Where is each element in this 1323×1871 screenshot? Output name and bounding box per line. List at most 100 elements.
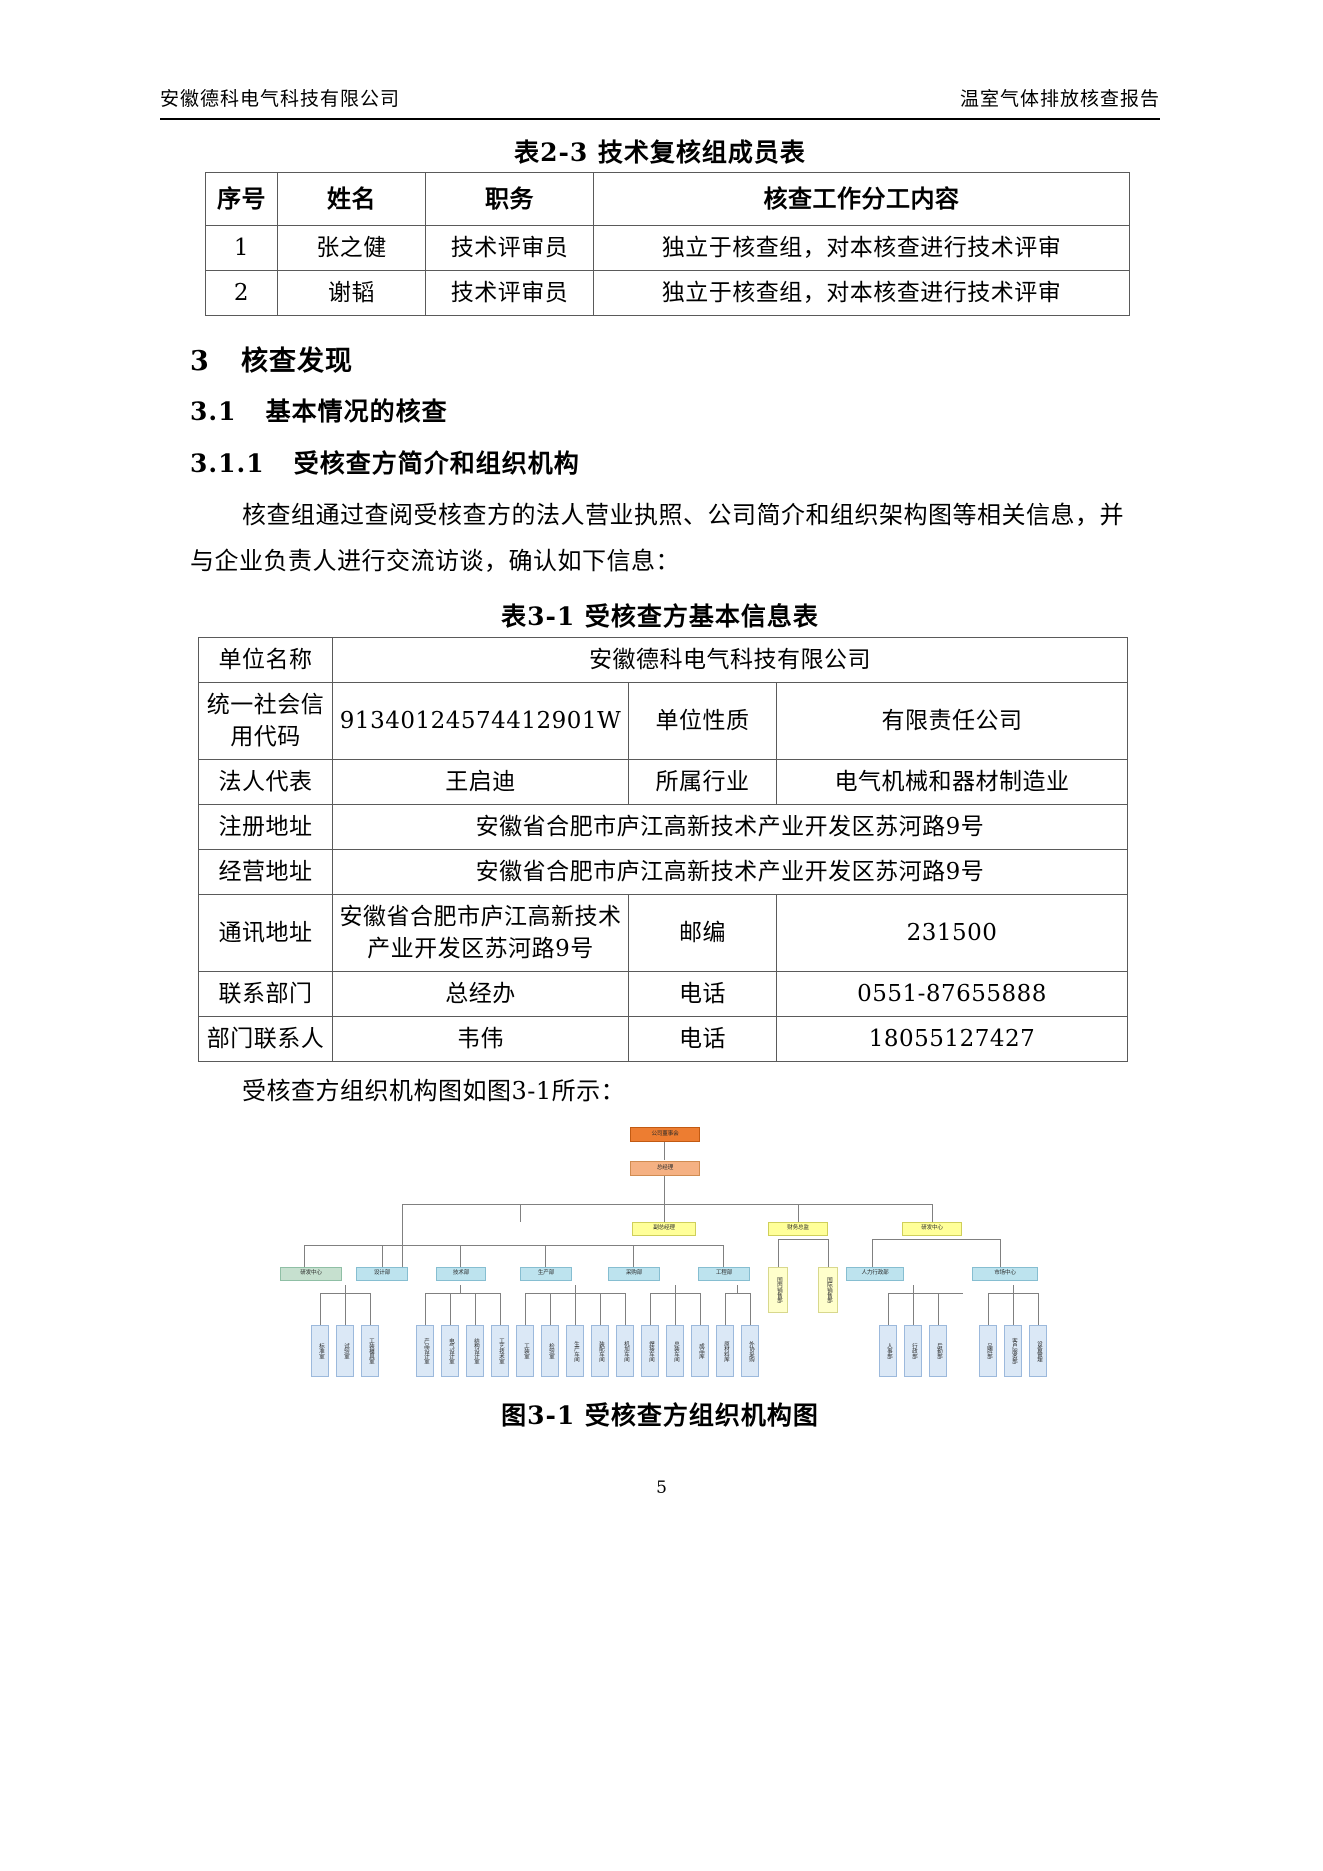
org-leaf: 标准室 <box>311 1325 329 1377</box>
row-label-person-phone: 电话 <box>628 1016 777 1062</box>
heading-text: 受核查方简介和组织机构 <box>293 449 580 478</box>
table-row: 1 张之健 技术评审员 独立于核查组，对本核查进行技术评审 <box>205 225 1130 271</box>
row-label-dept-phone: 电话 <box>628 971 777 1017</box>
org-node-production: 生产部 <box>520 1267 572 1281</box>
org-leaf: 人事部 <box>879 1325 897 1377</box>
org-leaf: 工艺技术室 <box>491 1325 509 1377</box>
row-label-contact-person: 部门联系人 <box>198 1016 333 1062</box>
org-node-design: 设计部 <box>356 1267 408 1281</box>
table-3-1: 单位名称 安徽德科电气科技有限公司 统一社会信用代码 9134012457441… <box>198 637 1128 1062</box>
cell-scope: 独立于核查组，对本核查进行技术评审 <box>593 225 1130 271</box>
heading-number: 3.1.1 <box>190 449 265 478</box>
table-3-1-caption: 表3-1 受核查方基本信息表 <box>501 602 819 631</box>
org-node-international-sales: 国际销售部 <box>818 1267 838 1313</box>
table-row: 经营地址 安徽省合肥市庐江高新技术产业开发区苏河路9号 <box>198 849 1128 895</box>
header-report-title: 温室气体排放核查报告 <box>959 88 1160 110</box>
org-node-market-center: 市场中心 <box>972 1267 1038 1281</box>
cell-role: 技术评审员 <box>425 225 594 271</box>
row-label-mail-address: 通讯地址 <box>198 894 333 972</box>
column-header-seq: 序号 <box>205 172 278 226</box>
org-node-rnd: 研发中心 <box>280 1267 342 1281</box>
heading-text: 基本情况的核查 <box>265 397 448 426</box>
row-label-reg-address: 注册地址 <box>198 804 333 850</box>
row-label-biz-address: 经营地址 <box>198 849 333 895</box>
row-value-industry: 电气机械和器材制造业 <box>776 759 1128 805</box>
org-leaf: 试验室 <box>336 1325 354 1377</box>
table-row: 法人代表 王启迪 所属行业 电气机械和器材制造业 <box>198 759 1128 805</box>
org-leaf: 机加车间 <box>616 1325 634 1377</box>
org-leaf: 装配车间 <box>591 1325 609 1377</box>
table-2-3-caption: 表2-3 技术复核组成员表 <box>514 138 806 167</box>
row-value-postcode: 231500 <box>776 894 1128 972</box>
org-leaf: 焊接车间 <box>641 1325 659 1377</box>
cell-seq: 1 <box>205 225 278 271</box>
org-leaf: 客户服务部 <box>1004 1325 1022 1377</box>
table-row: 单位名称 安徽德科电气科技有限公司 <box>198 637 1128 683</box>
heading-section-3: 3 核查发现 <box>190 339 353 378</box>
figure-3-1-caption: 图3-1 受核查方组织机构图 <box>501 1401 819 1430</box>
org-node-domestic-sales: 国内销售部 <box>768 1267 788 1313</box>
row-value-credit-code: 91340124574412901W <box>332 682 629 760</box>
page-number: 5 <box>656 1478 667 1498</box>
org-leaf: 产品设计室 <box>416 1325 434 1377</box>
column-header-role: 职务 <box>425 172 594 226</box>
org-node-tech: 技术部 <box>436 1267 486 1281</box>
org-node-rnd-center: 研发中心 <box>902 1222 962 1236</box>
organization-chart: 公司董事会 总经理 副总经理 财务总监 研发中心 研发中心 设计部 技术部 生产… <box>170 1115 1170 1405</box>
heading-text: 核查发现 <box>241 346 353 377</box>
row-value-mail-address: 安徽省合肥市庐江高新技术产业开发区苏河路9号 <box>332 894 629 972</box>
org-node-purchasing: 采购部 <box>608 1267 660 1281</box>
row-label-industry: 所属行业 <box>628 759 777 805</box>
row-value-dept-phone: 0551-87655888 <box>776 971 1128 1017</box>
org-leaf: 生产车间 <box>566 1325 584 1377</box>
cell-name: 张之健 <box>277 225 426 271</box>
table-2-3: 序号 姓名 职务 核查工作分工内容 1 张之健 技术评审员 独立于核查组，对本核… <box>205 172 1130 316</box>
cell-role: 技术评审员 <box>425 270 594 316</box>
table-row: 联系部门 总经办 电话 0551-87655888 <box>198 971 1128 1017</box>
row-label-legal-rep: 法人代表 <box>198 759 333 805</box>
org-leaf: 品牌部 <box>979 1325 997 1377</box>
cell-name: 谢韬 <box>277 270 426 316</box>
row-value-contact-person: 韦伟 <box>332 1016 629 1062</box>
paragraph-intro: 核查组通过查阅受核查方的法人营业执照、公司简介和组织架构图等相关信息，并与企业负… <box>190 501 1124 575</box>
row-value-unit-name: 安徽德科电气科技有限公司 <box>332 637 1128 683</box>
org-node-deputy-gm: 副总经理 <box>632 1222 696 1236</box>
row-label-credit-code: 统一社会信用代码 <box>198 682 333 760</box>
row-label-postcode: 邮编 <box>628 894 777 972</box>
org-leaf: 电气设计室 <box>441 1325 459 1377</box>
table-row: 注册地址 安徽省合肥市庐江高新技术产业开发区苏河路9号 <box>198 804 1128 850</box>
row-value-person-phone: 18055127427 <box>776 1016 1128 1062</box>
org-leaf: 成品库 <box>691 1325 709 1377</box>
table-row: 部门联系人 韦伟 电话 18055127427 <box>198 1016 1128 1062</box>
org-leaf: 设备管理 <box>1029 1325 1047 1377</box>
cell-seq: 2 <box>205 270 278 316</box>
row-value-unit-type: 有限责任公司 <box>776 682 1128 760</box>
paragraph-figure-intro: 受核查方组织机构图如图3-1所示： <box>242 1077 626 1105</box>
org-leaf: 外协采购 <box>741 1325 759 1377</box>
heading-section-3-1: 3.1 基本情况的核查 <box>190 392 448 428</box>
org-leaf: 行政部 <box>904 1325 922 1377</box>
table-row: 2 谢韬 技术评审员 独立于核查组，对本核查进行技术评审 <box>205 270 1130 316</box>
org-node-board: 公司董事会 <box>630 1127 700 1142</box>
org-leaf: 检验室 <box>541 1325 559 1377</box>
header-company-name: 安徽德科电气科技有限公司 <box>160 88 401 110</box>
org-leaf: 总装车间 <box>666 1325 684 1377</box>
org-leaf: 后勤部 <box>929 1325 947 1377</box>
column-header-name: 姓名 <box>277 172 426 226</box>
org-leaf: 结构设计室 <box>466 1325 484 1377</box>
row-value-biz-address: 安徽省合肥市庐江高新技术产业开发区苏河路9号 <box>332 849 1128 895</box>
org-node-cfo: 财务总监 <box>768 1222 828 1236</box>
org-node-engineering: 工程部 <box>698 1267 750 1281</box>
org-node-hr-admin: 人力行政部 <box>846 1267 904 1281</box>
heading-number: 3 <box>190 346 210 377</box>
column-header-scope: 核查工作分工内容 <box>593 172 1130 226</box>
page-header: 安徽德科电气科技有限公司 温室气体排放核查报告 <box>160 84 1160 111</box>
row-value-contact-dept: 总经办 <box>332 971 629 1017</box>
row-value-legal-rep: 王启迪 <box>332 759 629 805</box>
heading-section-3-1-1: 3.1.1 受核查方简介和组织机构 <box>190 444 580 480</box>
heading-number: 3.1 <box>190 397 237 426</box>
org-leaf: 原材料库 <box>716 1325 734 1377</box>
table-row: 通讯地址 安徽省合肥市庐江高新技术产业开发区苏河路9号 邮编 231500 <box>198 894 1128 972</box>
row-label-unit-type: 单位性质 <box>628 682 777 760</box>
